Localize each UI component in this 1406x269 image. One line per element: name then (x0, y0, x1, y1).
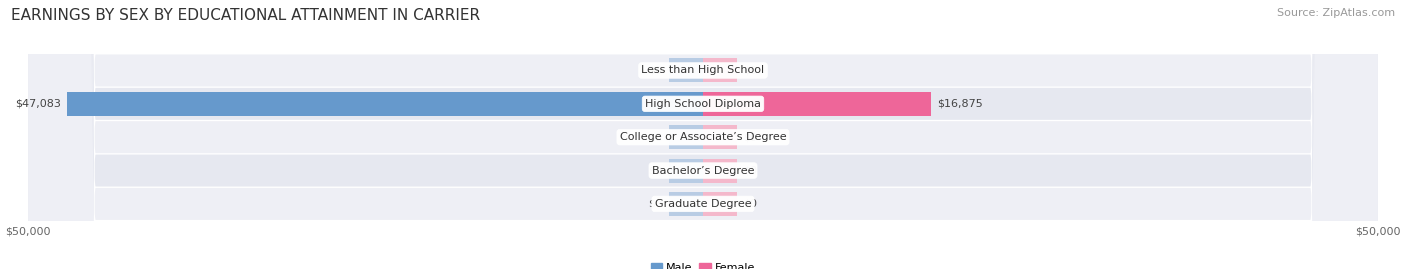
Text: $16,875: $16,875 (938, 99, 983, 109)
Bar (669, 158, 703, 183)
Text: Bachelor’s Degree: Bachelor’s Degree (652, 165, 754, 176)
Bar (669, 58, 703, 83)
FancyBboxPatch shape (28, 0, 1378, 269)
Text: $0: $0 (648, 65, 662, 76)
Text: $0: $0 (744, 199, 758, 209)
Text: Source: ZipAtlas.com: Source: ZipAtlas.com (1277, 8, 1395, 18)
Text: Less than High School: Less than High School (641, 65, 765, 76)
Text: $0: $0 (648, 132, 662, 142)
Legend: Male, Female: Male, Female (651, 263, 755, 269)
FancyBboxPatch shape (28, 0, 1378, 269)
Bar (703, 192, 737, 216)
Text: $0: $0 (744, 65, 758, 76)
Text: $47,083: $47,083 (15, 99, 60, 109)
Text: Graduate Degree: Graduate Degree (655, 199, 751, 209)
FancyBboxPatch shape (28, 0, 1378, 269)
Text: $0: $0 (744, 165, 758, 176)
Text: $0: $0 (648, 199, 662, 209)
Bar (703, 58, 737, 83)
Bar (669, 125, 703, 149)
Bar (67, 92, 703, 116)
Bar (703, 92, 931, 116)
Bar (703, 158, 737, 183)
Text: EARNINGS BY SEX BY EDUCATIONAL ATTAINMENT IN CARRIER: EARNINGS BY SEX BY EDUCATIONAL ATTAINMEN… (11, 8, 481, 23)
Text: College or Associate’s Degree: College or Associate’s Degree (620, 132, 786, 142)
FancyBboxPatch shape (28, 0, 1378, 269)
Text: $0: $0 (744, 132, 758, 142)
Bar (669, 192, 703, 216)
FancyBboxPatch shape (28, 0, 1378, 269)
Text: High School Diploma: High School Diploma (645, 99, 761, 109)
Text: $0: $0 (648, 165, 662, 176)
Bar (703, 125, 737, 149)
